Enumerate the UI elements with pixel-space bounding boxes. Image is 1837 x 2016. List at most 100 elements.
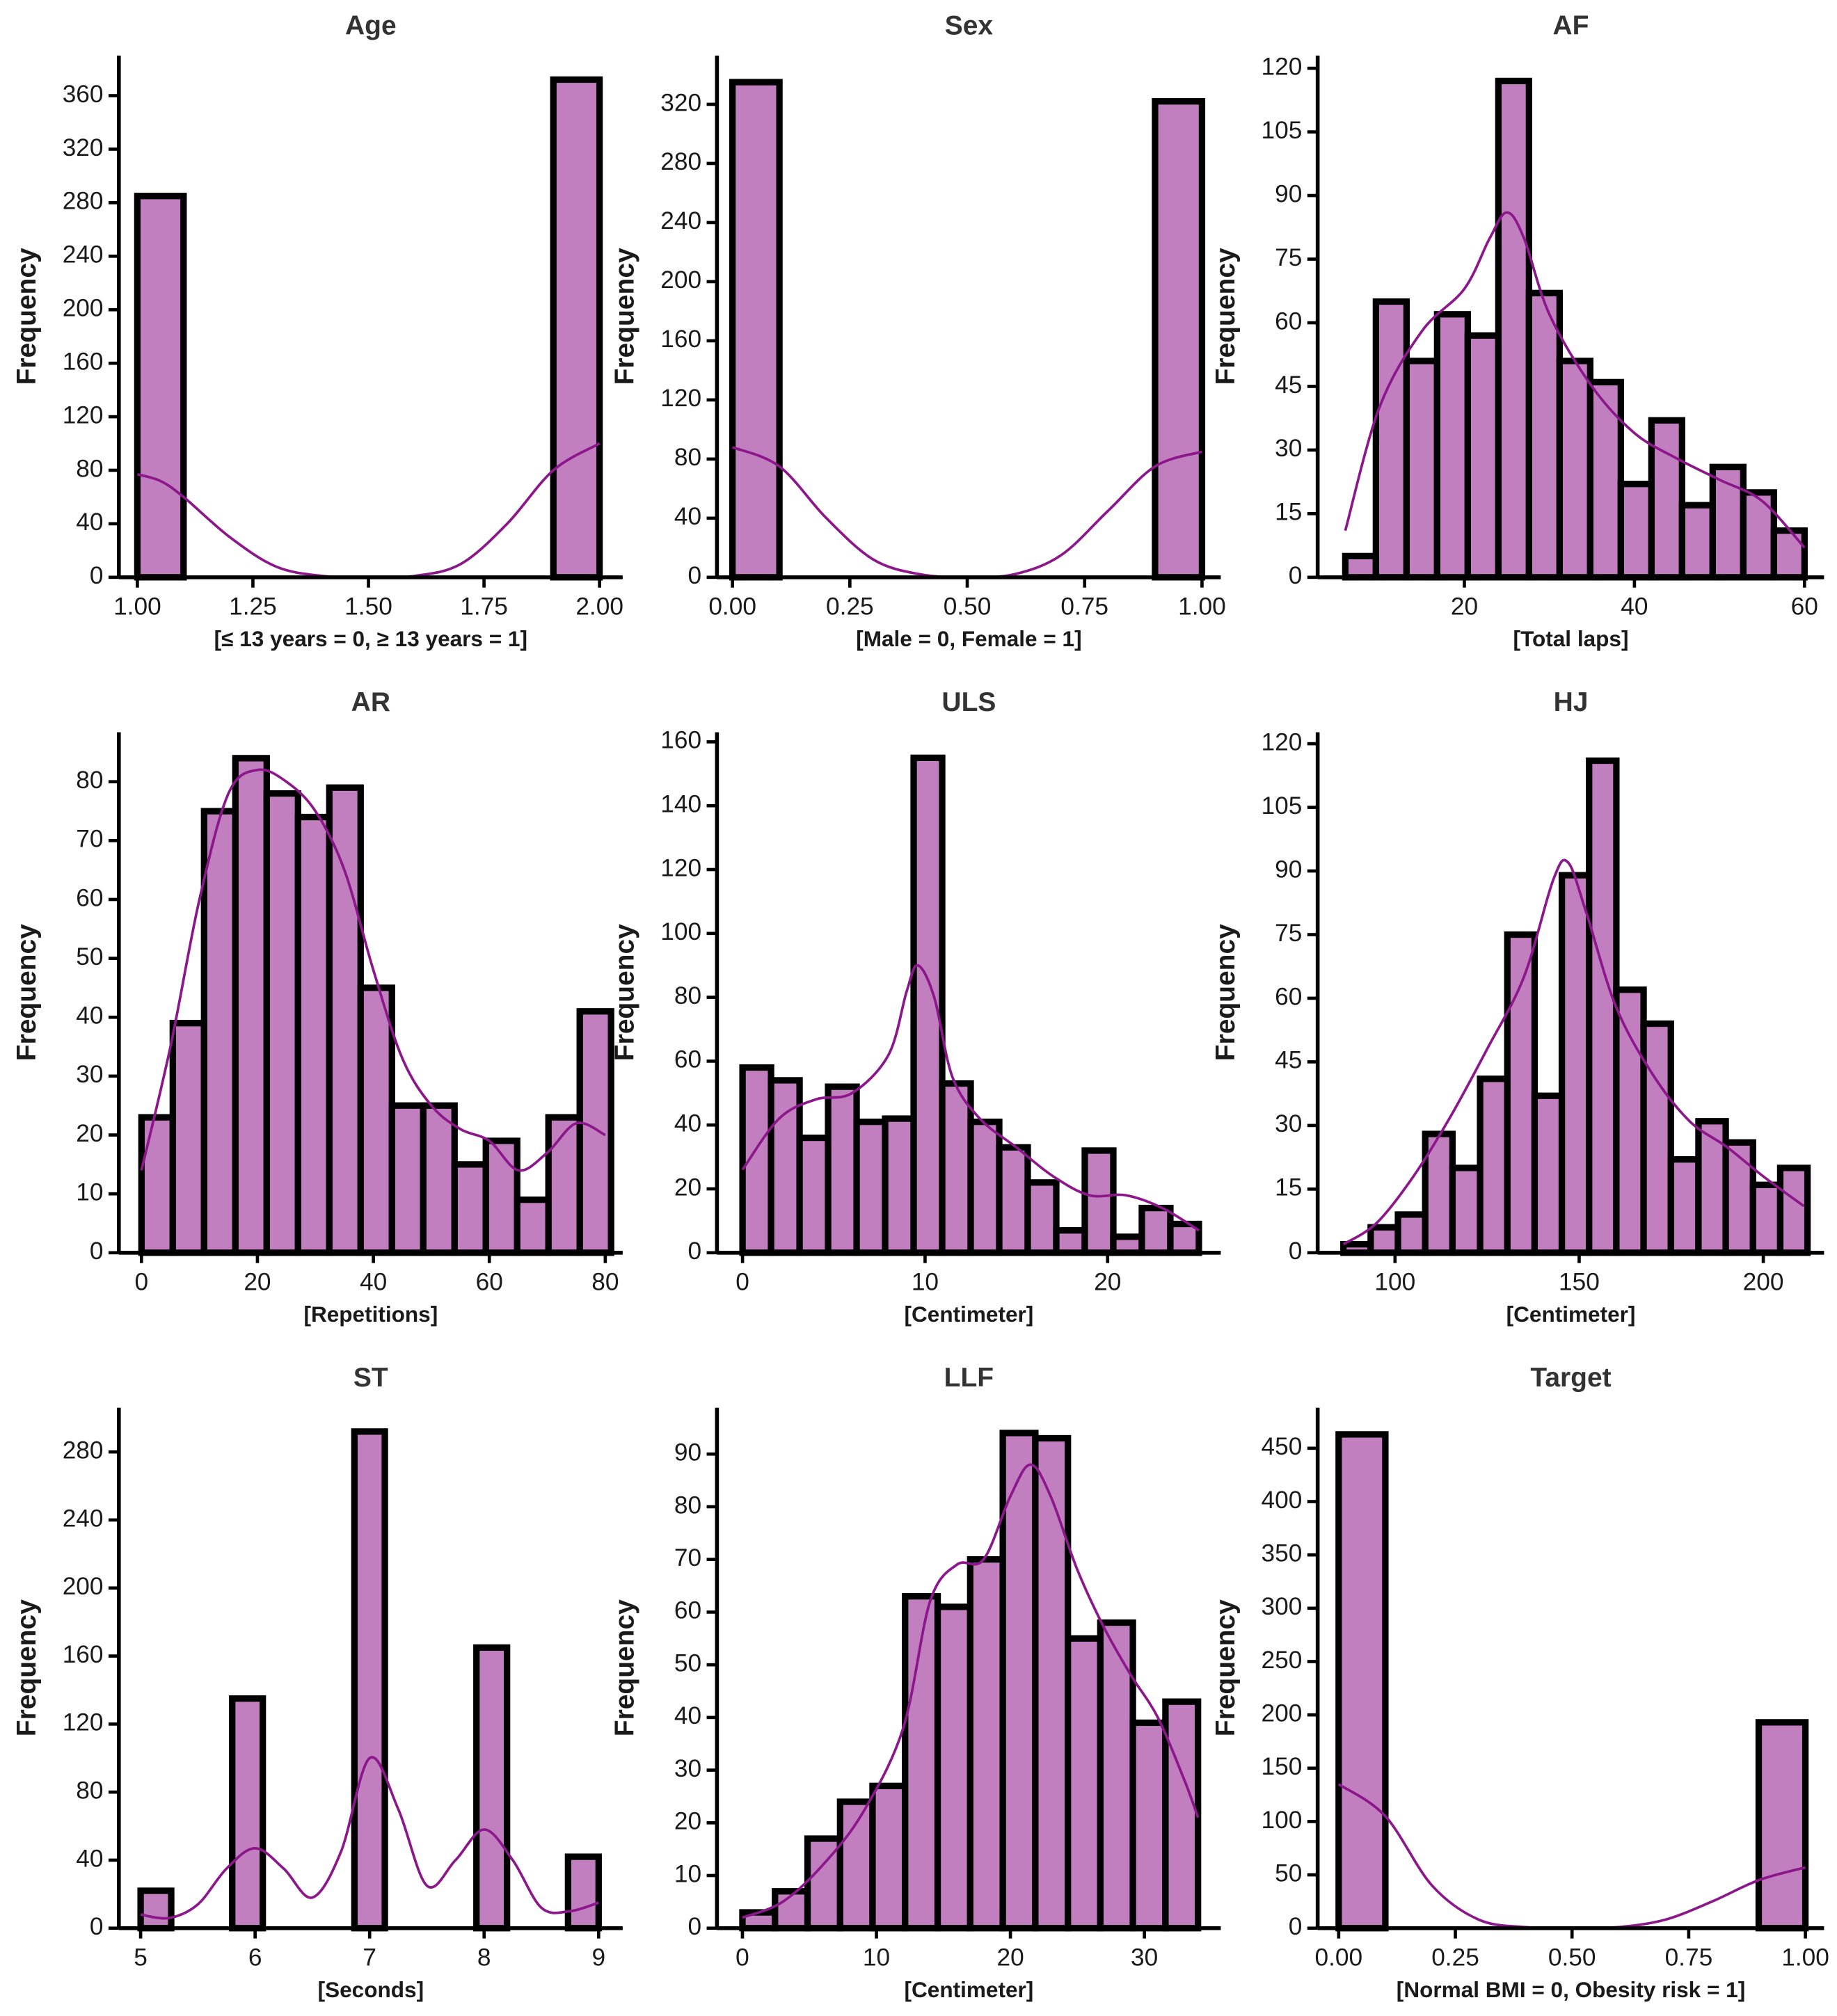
kde-line (1337, 1783, 1806, 1930)
panel: 0 15 30 45 60 75 90 105 120 100 150 200 HJ [Centimete… (1211, 687, 1824, 1327)
y-tick-label: 50 (1275, 1859, 1302, 1887)
y-tick-label: 90 (1275, 856, 1302, 883)
y-tick-label: 15 (1275, 1174, 1302, 1201)
histogram-bar (1110, 1233, 1145, 1256)
histogram-bar (482, 1137, 520, 1256)
y-tick-label: 60 (1275, 307, 1302, 335)
histogram-bar (1065, 1635, 1104, 1932)
y-tick-label: 450 (1262, 1433, 1303, 1460)
histogram-bar (939, 1080, 974, 1256)
histogram-bar (1162, 1698, 1202, 1932)
histogram-bar (1556, 358, 1593, 581)
x-axis-label: [Centimeter] (1506, 1302, 1636, 1327)
x-axis-label: [Male = 0, Female = 1] (856, 626, 1081, 651)
histogram-bar (545, 1114, 583, 1256)
histogram-bar (357, 984, 395, 1256)
histogram-bar (137, 1887, 175, 1932)
histogram-bar (1770, 527, 1808, 581)
histogram-bar (1495, 77, 1532, 581)
x-tick-label: 20 (1094, 1269, 1121, 1296)
y-tick-label: 0 (687, 1238, 701, 1265)
kde-line (741, 963, 1200, 1232)
y-tick-label: 250 (1262, 1647, 1303, 1674)
histogram-bar (1403, 358, 1441, 581)
histogram-bar (473, 1644, 511, 1932)
x-tick-label: 200 (1743, 1269, 1784, 1296)
y-tick-label: 120 (63, 401, 104, 429)
y-tick-label: 200 (660, 266, 701, 294)
x-axis-label: [Centimeter] (904, 1302, 1033, 1327)
histogram-bar (1433, 311, 1471, 581)
y-tick-label: 120 (1262, 53, 1303, 80)
x-tick-label: 80 (591, 1269, 619, 1296)
histogram-bar (1586, 378, 1624, 581)
x-axis-label: [Seconds] (318, 1977, 424, 2002)
histogram-bar (564, 1853, 602, 1932)
histogram-bar (1449, 1165, 1484, 1256)
x-tick-label: 20 (1451, 593, 1478, 621)
y-tick-label: 0 (90, 1238, 104, 1265)
y-tick-label: 75 (1275, 920, 1302, 947)
y-tick-label: 80 (76, 455, 103, 482)
x-tick-label: 1.00 (113, 593, 161, 621)
histogram-bar (1749, 1181, 1784, 1256)
y-tick-label: 240 (660, 207, 701, 234)
y-tick-label: 80 (76, 767, 103, 794)
x-tick-label: 40 (360, 1269, 387, 1296)
y-tick-label: 60 (674, 1046, 701, 1073)
y-tick-label: 20 (674, 1808, 701, 1835)
histogram-bar (550, 76, 603, 581)
y-axis-label: Frequency (1211, 1599, 1241, 1736)
x-tick-label: 1.25 (229, 593, 277, 621)
histogram-bar (729, 79, 783, 581)
histogram-bar (1138, 1204, 1174, 1256)
y-tick-label: 80 (674, 1491, 701, 1519)
x-tick-label: 1.75 (460, 593, 508, 621)
y-tick-label: 70 (674, 1544, 701, 1571)
chart-title: HJ (1554, 687, 1589, 717)
histogram-bar (1531, 1092, 1566, 1256)
y-tick-label: 75 (1275, 244, 1302, 271)
x-axis-label: [Centimeter] (904, 1977, 1033, 2002)
histogram-bar (1129, 1719, 1169, 1932)
histogram-bar (1081, 1147, 1117, 1256)
y-tick-label: 15 (1275, 499, 1302, 526)
x-tick-label: 60 (476, 1269, 503, 1296)
x-tick-label: 2.00 (575, 593, 623, 621)
histogram-bar (1755, 1719, 1809, 1932)
kde-line (1344, 211, 1806, 549)
x-tick-label: 1.00 (1178, 593, 1226, 621)
panel: 0 40 80 120 160 200 240 280 5 6 7 8 9 ST [Seconds] Freq… (12, 1363, 623, 2002)
histogram-bar (796, 1134, 832, 1256)
histogram-bar (451, 1161, 489, 1256)
y-tick-label: 70 (76, 826, 103, 853)
y-tick-label: 45 (1275, 1047, 1302, 1074)
y-tick-label: 200 (1262, 1699, 1303, 1727)
kde-line (140, 768, 606, 1172)
x-tick-label: 0.00 (1315, 1944, 1363, 1971)
y-tick-label: 40 (76, 509, 103, 536)
histogram-bar (1586, 757, 1620, 1256)
y-tick-label: 40 (674, 1110, 701, 1137)
histogram-bar (388, 1102, 427, 1256)
x-tick-label: 20 (996, 1944, 1024, 1971)
x-tick-label: 40 (1621, 593, 1648, 621)
x-tick-label: 0.00 (708, 593, 756, 621)
histogram-bar (514, 1196, 552, 1256)
y-tick-label: 105 (1262, 117, 1303, 144)
y-tick-label: 50 (674, 1649, 701, 1677)
histogram-bar (853, 1118, 889, 1256)
chart-title: AF (1553, 10, 1589, 40)
histogram-bar (1335, 1431, 1389, 1932)
x-tick-label: 0.75 (1060, 593, 1108, 621)
histogram-bar (1776, 1165, 1811, 1256)
y-tick-label: 0 (687, 1913, 701, 1940)
x-tick-label: 0.50 (944, 593, 992, 621)
chart-title: AR (351, 687, 390, 717)
histogram-bar (1024, 1179, 1060, 1256)
y-tick-label: 120 (63, 1709, 104, 1736)
y-tick-label: 280 (63, 188, 104, 215)
histogram-bar (1740, 489, 1777, 581)
x-tick-label: 20 (244, 1269, 271, 1296)
x-tick-label: 0.25 (826, 593, 874, 621)
